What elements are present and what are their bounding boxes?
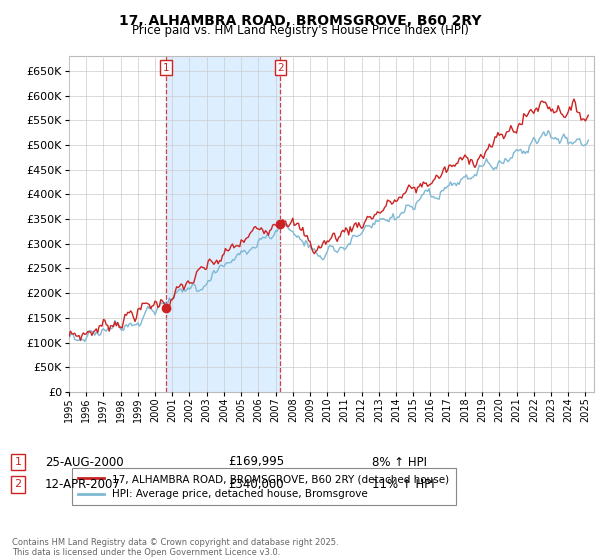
Text: 17, ALHAMBRA ROAD, BROMSGROVE, B60 2RY: 17, ALHAMBRA ROAD, BROMSGROVE, B60 2RY — [119, 14, 481, 28]
Text: 12-APR-2007: 12-APR-2007 — [45, 478, 121, 491]
Text: Contains HM Land Registry data © Crown copyright and database right 2025.
This d: Contains HM Land Registry data © Crown c… — [12, 538, 338, 557]
Text: £340,000: £340,000 — [228, 478, 284, 491]
Bar — [166, 56, 280, 392]
Text: 2: 2 — [277, 63, 284, 73]
Text: 8% ↑ HPI: 8% ↑ HPI — [372, 455, 427, 469]
Text: 25-AUG-2000: 25-AUG-2000 — [45, 455, 124, 469]
Legend: 17, ALHAMBRA ROAD, BROMSGROVE, B60 2RY (detached house), HPI: Average price, det: 17, ALHAMBRA ROAD, BROMSGROVE, B60 2RY (… — [71, 468, 455, 506]
Text: £169,995: £169,995 — [228, 455, 284, 469]
Text: 1: 1 — [163, 63, 169, 73]
Text: Price paid vs. HM Land Registry's House Price Index (HPI): Price paid vs. HM Land Registry's House … — [131, 24, 469, 37]
Text: 11% ↑ HPI: 11% ↑ HPI — [372, 478, 434, 491]
Text: 1: 1 — [14, 457, 22, 467]
Text: 2: 2 — [14, 479, 22, 489]
